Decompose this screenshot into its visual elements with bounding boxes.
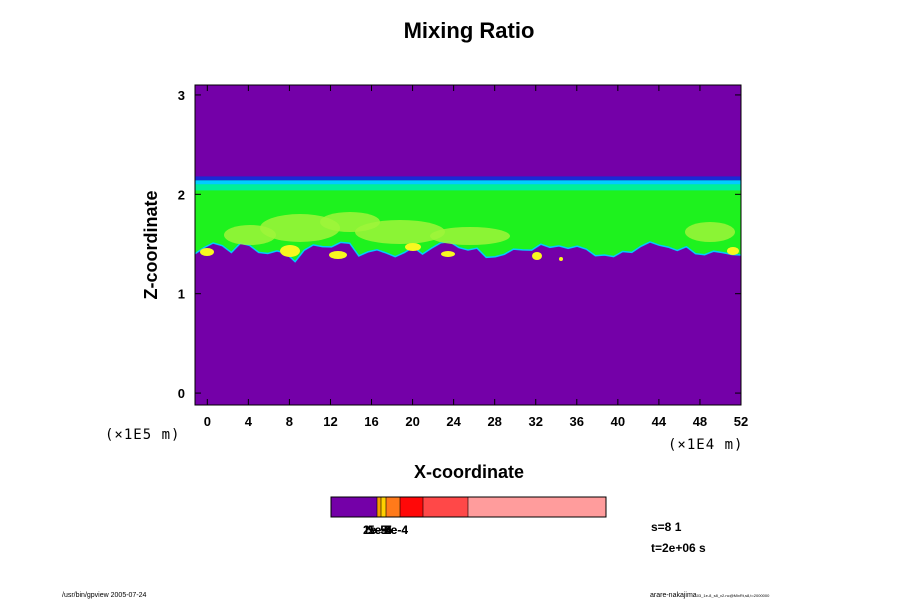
mixed-layer-mid-patch	[685, 222, 735, 242]
y-tick-label: 0	[178, 386, 185, 401]
mixed-layer-high-patch	[727, 247, 739, 255]
mixed-layer-high-patch	[559, 257, 563, 261]
x-tick-label: 16	[364, 414, 378, 429]
y-axis-label: Z-coordinate	[141, 190, 161, 299]
footer-right-small: 03_1e-8_s8_v2.nc@MixRt,s8,t=2000000	[697, 593, 770, 598]
colorbar-label: 1e-5	[363, 523, 387, 537]
mixed-layer-high-patch	[200, 248, 214, 256]
annotation-s: s=8 1	[651, 520, 682, 534]
colorbar-segment	[468, 497, 606, 517]
mixed-layer-top-edge-cyan	[195, 180, 741, 185]
mixed-layer-top-edge-teal	[195, 184, 741, 191]
colorbar-segment	[400, 497, 423, 517]
chart-title: Mixing Ratio	[404, 18, 535, 43]
colorbar-segment	[331, 497, 377, 517]
x-axis-ticks: 0 4 8 12 16 20 24 28 32 36 40 44 48 52	[204, 85, 748, 429]
x-tick-label: 32	[529, 414, 543, 429]
plot-area	[194, 84, 742, 406]
y-axis-ticks: 0 1 2 3	[178, 88, 741, 401]
colorbar-segment	[377, 497, 381, 517]
mixed-layer-top-edge	[195, 176, 741, 181]
colorbar-label: 5e-4	[384, 523, 408, 537]
footer-left: /usr/bin/gpview 2005-07-24	[62, 592, 147, 599]
x-tick-label: 44	[652, 414, 667, 429]
footer-right-main: arare-nakajima	[650, 592, 697, 599]
mixed-layer-fill	[195, 179, 741, 262]
colorbar	[330, 496, 607, 518]
mixed-layer-mid-patch	[355, 220, 445, 244]
y-axis-unit: (×1E5 m)	[105, 427, 180, 443]
colorbar-label: 2e-5	[363, 523, 387, 537]
colorbar-label: 2e-4	[384, 523, 408, 537]
mixed-layer-mid-patch	[430, 227, 510, 245]
footer-right: arare-nakajima03_1e-8_s8_v2.nc@MixRt,s8,…	[650, 592, 770, 599]
x-tick-label: 40	[611, 414, 625, 429]
mixed-layer-high-patch	[329, 251, 347, 259]
x-tick-label: 28	[487, 414, 501, 429]
y-tick-label: 3	[178, 88, 185, 103]
x-tick-label: 20	[405, 414, 419, 429]
mixed-layer-mid-patch	[260, 214, 340, 242]
x-axis-label: X-coordinate	[414, 462, 524, 482]
x-tick-label: 48	[693, 414, 707, 429]
x-tick-label: 52	[734, 414, 748, 429]
x-tick-label: 0	[204, 414, 211, 429]
x-axis-unit: (×1E4 m)	[668, 437, 743, 453]
x-tick-label: 8	[286, 414, 293, 429]
colorbar-labels: 1e-52e-55e-51e-42e-45e-4	[363, 523, 408, 537]
colorbar-segment	[381, 497, 386, 517]
mixed-layer	[194, 176, 742, 263]
mixed-layer-high-patch	[532, 252, 542, 260]
annotation-t: t=2e+06 s	[651, 541, 706, 555]
y-tick-label: 1	[178, 287, 185, 302]
colorbar-segment	[386, 497, 400, 517]
plot-frame	[194, 84, 742, 406]
x-tick-label: 4	[245, 414, 253, 429]
x-tick-label: 12	[323, 414, 337, 429]
mixed-layer-high-patch	[441, 251, 455, 257]
mixed-layer-high-patch	[405, 243, 421, 251]
y-tick-label: 2	[178, 187, 185, 202]
x-tick-label: 24	[446, 414, 461, 429]
mixed-layer-high-patch	[280, 245, 300, 257]
colorbar-frame	[330, 496, 607, 518]
x-tick-label: 36	[570, 414, 584, 429]
colorbar-segment	[423, 497, 468, 517]
colorbar-label: 5e-5	[368, 523, 392, 537]
colorbar-label: 1e-4	[368, 523, 392, 537]
